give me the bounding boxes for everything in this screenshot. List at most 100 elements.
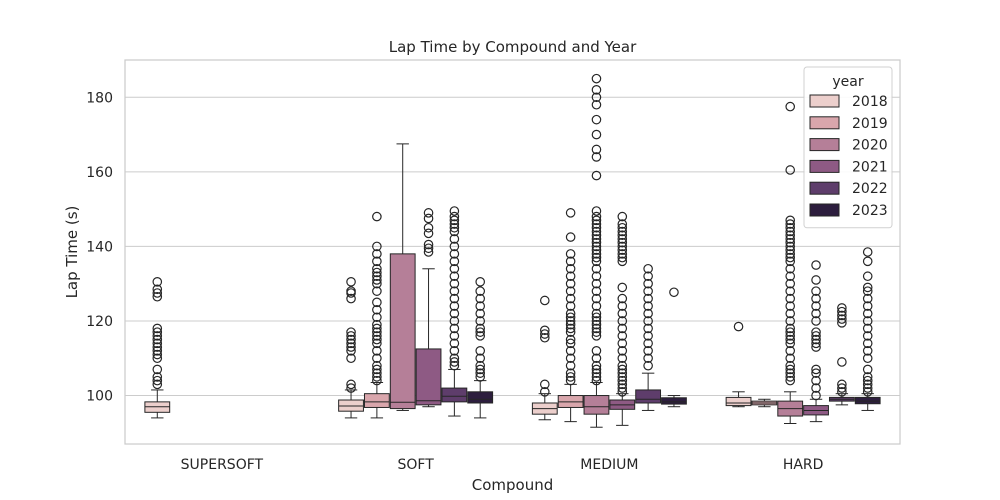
outlier-point [811,327,821,337]
outlier-point [449,206,460,216]
outlier-point [617,222,628,233]
outlier-point [862,323,873,334]
outlier-point [591,319,602,330]
outlier-point [862,282,873,293]
outlier-point [372,364,382,375]
outlier-point [733,321,744,332]
box-hard-2018 [725,396,752,407]
outlier-point [643,345,653,356]
outlier-point [617,293,628,304]
outlier-point [372,249,382,259]
outlier-point [617,387,628,397]
outlier-point [811,316,821,326]
box-medium-2023 [661,397,687,405]
outlier-point [346,338,356,349]
outlier-point [811,286,821,296]
outlier-point [785,245,796,255]
outlier-point [643,308,653,319]
outlier-point [785,286,796,296]
outlier-point [449,353,460,364]
box-soft-2023 [467,391,494,404]
box-soft-2020 [389,253,416,410]
outlier-point [785,372,796,382]
chart-title: Lap Time by Compound and Year [389,38,637,56]
outlier-point [565,316,576,326]
y-tick-label: 120 [86,314,113,330]
outlier-point [591,170,602,181]
outlier-point [372,323,382,334]
outlier-point [475,331,486,341]
outlier-point [565,323,576,334]
outlier-point [475,372,486,382]
outlier-point [372,211,382,222]
outlier-point [565,278,576,289]
legend-label: 2018 [852,94,888,110]
outlier-point [591,85,602,95]
outlier-point [152,288,163,298]
outlier-point [643,323,653,334]
outlier-point [372,241,382,252]
outlier-point [565,338,576,349]
legend-swatch [809,159,840,173]
outlier-point [811,275,821,285]
outlier-point [785,360,796,371]
outlier-point [785,293,796,304]
box-soft-2019 [363,393,390,408]
outlier-point [565,271,576,282]
outlier-point [372,267,382,278]
outlier-point [591,92,602,103]
legend-title: year [832,74,863,90]
outlier-point [811,364,821,375]
outlier-point [617,256,628,267]
outlier-point [449,293,460,304]
outlier-point [617,219,628,229]
series-2019 [363,208,778,423]
outlier-point [617,383,628,393]
series-2022 [441,206,855,417]
outlier-point [862,308,873,319]
outlier-point [862,286,873,296]
outlier-point [591,226,602,237]
box-medium-2020 [583,395,610,415]
outlier-point [591,256,602,267]
outlier-point [449,263,460,274]
outlier-point [346,383,356,393]
legend-label: 2023 [852,203,888,219]
outlier-point [475,308,486,319]
outlier-point [591,219,602,229]
outlier-point [539,329,550,339]
outlier-point [591,353,602,364]
outlier-point [372,334,382,345]
outlier-point [591,271,602,282]
outlier-point [591,312,602,323]
outlier-point [785,226,796,237]
outlier-point [643,263,653,274]
outlier-point [785,241,796,252]
outlier-point [372,353,382,364]
legend-label: 2021 [852,159,888,175]
outlier-point [372,286,382,296]
outlier-point [785,334,796,345]
outlier-point [591,372,602,382]
outlier-point [152,364,163,375]
outlier-point [617,338,628,349]
outlier-point [372,271,382,282]
outlier-point [346,342,356,352]
outlier-point [617,308,628,319]
outlier-point [449,222,460,233]
outlier-point [591,263,602,274]
outlier-point [617,241,628,252]
outlier-point [475,277,486,287]
outlier-point [811,293,821,304]
series-2020 [389,73,804,428]
y-tick-label: 140 [86,239,113,255]
outlier-point [152,277,163,287]
legend-swatch [809,181,840,195]
outlier-point [475,286,486,296]
outlier-point [643,338,653,349]
series-2018 [144,277,752,421]
outlier-point [591,241,602,252]
outlier-point [152,323,163,334]
outlier-point [449,278,460,289]
outlier-point [475,368,486,378]
